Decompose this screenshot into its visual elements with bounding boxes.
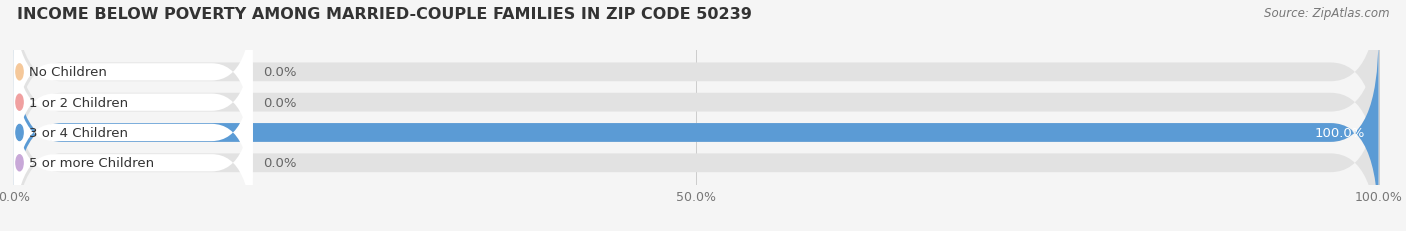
Text: 0.0%: 0.0% <box>263 157 297 170</box>
Text: INCOME BELOW POVERTY AMONG MARRIED-COUPLE FAMILIES IN ZIP CODE 50239: INCOME BELOW POVERTY AMONG MARRIED-COUPL… <box>17 7 752 22</box>
FancyBboxPatch shape <box>14 0 253 155</box>
Text: 0.0%: 0.0% <box>263 96 297 109</box>
Circle shape <box>15 125 22 141</box>
Text: 3 or 4 Children: 3 or 4 Children <box>30 126 128 139</box>
Text: 0.0%: 0.0% <box>263 66 297 79</box>
Text: 1 or 2 Children: 1 or 2 Children <box>30 96 128 109</box>
FancyBboxPatch shape <box>14 67 1378 231</box>
Circle shape <box>15 64 22 81</box>
FancyBboxPatch shape <box>14 37 1378 229</box>
FancyBboxPatch shape <box>14 37 1378 229</box>
Circle shape <box>15 155 22 171</box>
FancyBboxPatch shape <box>14 21 253 185</box>
Circle shape <box>15 95 22 111</box>
Text: No Children: No Children <box>30 66 107 79</box>
FancyBboxPatch shape <box>14 81 253 231</box>
Text: Source: ZipAtlas.com: Source: ZipAtlas.com <box>1264 7 1389 20</box>
FancyBboxPatch shape <box>14 51 253 215</box>
Text: 100.0%: 100.0% <box>1315 126 1365 139</box>
FancyBboxPatch shape <box>14 6 1378 199</box>
FancyBboxPatch shape <box>14 0 1378 169</box>
Text: 5 or more Children: 5 or more Children <box>30 157 155 170</box>
